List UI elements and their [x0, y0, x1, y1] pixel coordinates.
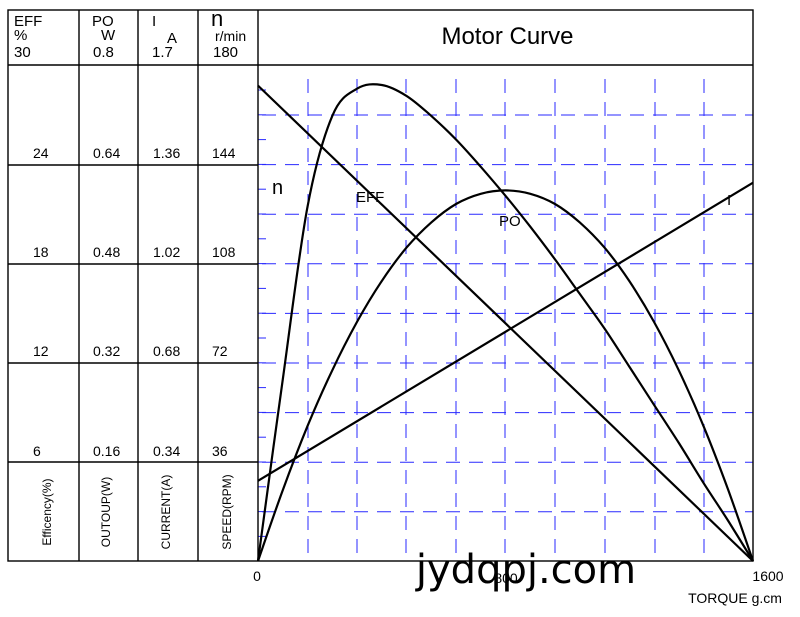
axis-max-value: 180 — [213, 44, 238, 61]
axis-tick-label: 18 — [33, 244, 49, 260]
axis-max-value: 0.8 — [93, 44, 114, 61]
axis-tick-label: 0.34 — [153, 443, 180, 459]
axis-tick-label: 0.16 — [93, 443, 120, 459]
axis-tick-label: 24 — [33, 145, 49, 161]
axis-tick-label: 1.02 — [153, 244, 180, 260]
output-power-curve-label: PO — [499, 213, 521, 230]
axis-current-name: I — [152, 13, 156, 30]
axis-current-unit: A — [167, 30, 177, 47]
chart-title: Motor Curve — [441, 23, 573, 50]
watermark-text: jydqpj.com — [415, 547, 636, 593]
x-tick-label: 800 — [494, 570, 518, 586]
speed-curve-label: n — [272, 177, 283, 199]
axis-title-vertical: OUTOUP(W) — [99, 477, 113, 547]
axis-tick-label: 36 — [212, 443, 228, 459]
axis-eff-name: EFF — [14, 13, 42, 30]
current-curve-label: I — [727, 192, 731, 209]
x-axis-title: TORQUE g.cm — [688, 590, 782, 606]
axis-tick-label: 144 — [212, 145, 236, 161]
axis-tick-label: 1.36 — [153, 145, 180, 161]
axis-max-value: 30 — [14, 44, 31, 61]
axis-speed-unit: r/min — [215, 28, 246, 44]
speed-curve — [257, 84, 754, 562]
efficiency-curve — [256, 83, 754, 562]
x-tick-label: 0 — [253, 568, 261, 584]
curves-layer — [256, 83, 755, 562]
axis-po-name: PO — [92, 13, 114, 30]
axis-title-vertical: CURRENT(A) — [159, 475, 173, 550]
axis-po-unit: W — [101, 27, 116, 44]
axis-tick-label: 12 — [33, 343, 49, 359]
axis-tick-label: 0.68 — [153, 343, 180, 359]
efficiency-curve-label: EFF — [356, 189, 384, 206]
axis-title-vertical: SPEED(RPM) — [220, 474, 234, 549]
axis-eff-percent: % — [14, 27, 27, 44]
axis-tick-label: 0.32 — [93, 343, 120, 359]
x-tick-label: 1600 — [752, 568, 783, 584]
axis-max-value: 1.7 — [152, 44, 173, 61]
current-curve — [257, 181, 754, 482]
axis-tick-label: 72 — [212, 343, 228, 359]
axis-title-vertical: Efficency(%) — [40, 478, 54, 545]
axis-speed-name: n — [211, 6, 223, 31]
output-power-curve — [256, 189, 755, 562]
axis-tick-label: 0.48 — [93, 244, 120, 260]
frame-layer — [7, 9, 754, 562]
axis-tick-label: 0.64 — [93, 145, 120, 161]
axis-tick-label: 6 — [33, 443, 41, 459]
chart-border — [7, 9, 754, 562]
axis-tick-label: 108 — [212, 244, 236, 260]
